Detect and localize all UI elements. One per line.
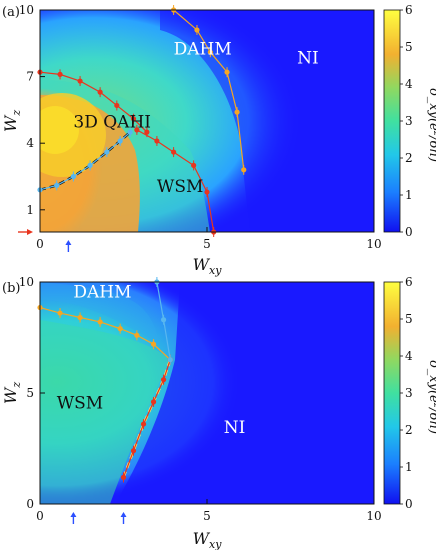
series-line-wsm-ni-boundary — [136, 129, 215, 233]
colorbar-b: 0 1 2 3 4 5 6 σ_xy(e²/6h) — [383, 275, 436, 511]
data-point — [127, 129, 133, 135]
data-point — [134, 332, 140, 338]
y-tick-label: 4 — [26, 136, 34, 150]
panel-b-region-labels: DAHM NI WSM — [57, 283, 246, 438]
data-point — [97, 89, 103, 95]
data-point — [77, 78, 83, 84]
panel-b-ylabel: Wz — [1, 382, 23, 404]
colorbar-tick-label: 5 — [405, 40, 413, 54]
data-point — [167, 357, 173, 363]
region-label: WSM — [157, 177, 204, 197]
data-point — [194, 27, 200, 33]
series-line-dahm-wsm-boundary — [39, 306, 171, 361]
data-point — [117, 138, 123, 144]
data-point — [154, 138, 160, 144]
data-point — [57, 310, 63, 316]
data-point — [130, 116, 137, 122]
region-label: 3D QAHI — [73, 113, 151, 133]
x-tick-label: 10 — [366, 237, 381, 251]
data-point — [140, 421, 147, 427]
panel-b-series — [37, 277, 173, 483]
colorbar-a: 0 1 2 3 4 5 6 σ_xy(e²/6h) — [383, 3, 436, 239]
data-point — [207, 49, 213, 55]
panel-b: 0 5 10 0 5 10 DAHM NI WSM (b) Wxy Wz — [1, 275, 382, 550]
x-tick-label: 5 — [203, 237, 211, 251]
data-point — [130, 448, 137, 454]
data-point — [160, 377, 167, 383]
panel-b-heatmap — [40, 282, 374, 504]
y-tick-label: 1 — [26, 203, 34, 217]
y-tick-label: 10 — [19, 275, 34, 289]
colorbar-tick-label: 0 — [405, 225, 413, 239]
y-tick-label: 0 — [26, 497, 34, 511]
panel-b-xlabel: Wxy — [193, 529, 223, 550]
colorbar-tick-label: 4 — [405, 349, 413, 363]
panel-a-marker-arrows — [18, 229, 72, 252]
colorbar-tick-label: 6 — [405, 3, 413, 17]
data-point — [150, 341, 157, 347]
panel-b-marker-arrows — [70, 512, 127, 524]
panel-a-label: (a) — [2, 5, 20, 20]
data-point — [204, 189, 210, 195]
data-point — [120, 474, 127, 480]
data-point — [150, 399, 157, 405]
data-point — [114, 102, 120, 109]
data-point — [191, 162, 197, 168]
marker-arrow-head — [120, 512, 127, 517]
colorbar-tick-label: 3 — [405, 386, 413, 400]
colorbar-tick-label: 5 — [405, 312, 413, 326]
series-line-wsm-ni-boundary — [122, 359, 171, 478]
region-label: NI — [224, 418, 246, 438]
colorbar-tick-label: 1 — [405, 460, 413, 474]
panel-a-region-labels: DAHM NI 3D QAHI WSM — [73, 39, 318, 197]
data-point — [87, 162, 93, 168]
data-point — [70, 173, 76, 180]
data-point — [224, 69, 230, 75]
panel-b-ticks: 0 5 10 0 5 10 — [19, 275, 382, 523]
panel-a-ticks: 0 5 10 1 4 7 10 — [19, 3, 382, 251]
colorbar-tick-label: 1 — [405, 188, 413, 202]
panel-b-label: (b) — [2, 281, 20, 296]
marker-arrow-head — [65, 240, 72, 245]
x-tick-label: 0 — [36, 509, 44, 523]
data-point — [144, 129, 150, 135]
data-point — [171, 149, 177, 155]
data-point — [57, 71, 63, 77]
data-point — [77, 314, 83, 321]
colorbar-tick-label: 6 — [405, 275, 413, 289]
x-tick-label: 10 — [366, 509, 381, 523]
colorbar-a-label: σ_xy(e²/6h) — [426, 88, 436, 162]
panel-a-series — [37, 5, 247, 237]
series-line-dahm-ni-boundary — [173, 9, 245, 170]
colorbar-tick-label: 4 — [405, 77, 413, 91]
region-label: DAHM — [73, 283, 131, 303]
x-tick-label: 0 — [36, 237, 44, 251]
marker-arrow-head — [27, 229, 33, 235]
colorbar-tick-label: 2 — [405, 151, 413, 165]
colorbar-b-label: σ_xy(e²/6h) — [426, 360, 436, 434]
region-label: WSM — [57, 394, 104, 414]
colorbar-tick-label: 2 — [405, 423, 413, 437]
colorbar-tick-label: 0 — [405, 497, 413, 511]
colorbar-tick-label: 3 — [405, 114, 413, 128]
y-tick-label: 5 — [26, 386, 34, 400]
data-point — [117, 326, 123, 332]
data-point — [104, 149, 110, 155]
panel-a: 0 5 10 1 4 7 10 DAHM NI 3D QAHI WSM (a) Wxy Wz — [1, 3, 382, 277]
y-tick-label: 7 — [26, 70, 34, 84]
data-point — [160, 317, 167, 323]
panel-a-xlabel: Wxy — [193, 255, 223, 277]
marker-arrow-head — [70, 512, 77, 517]
data-point — [234, 109, 240, 115]
region-label: DAHM — [174, 39, 232, 59]
data-point — [97, 319, 103, 325]
y-tick-label: 10 — [19, 3, 34, 17]
data-point — [134, 127, 140, 133]
region-label: NI — [297, 48, 319, 68]
data-point — [241, 167, 247, 173]
panel-a-ylabel: Wz — [1, 110, 23, 132]
data-point — [54, 182, 60, 188]
x-tick-label: 5 — [203, 509, 211, 523]
